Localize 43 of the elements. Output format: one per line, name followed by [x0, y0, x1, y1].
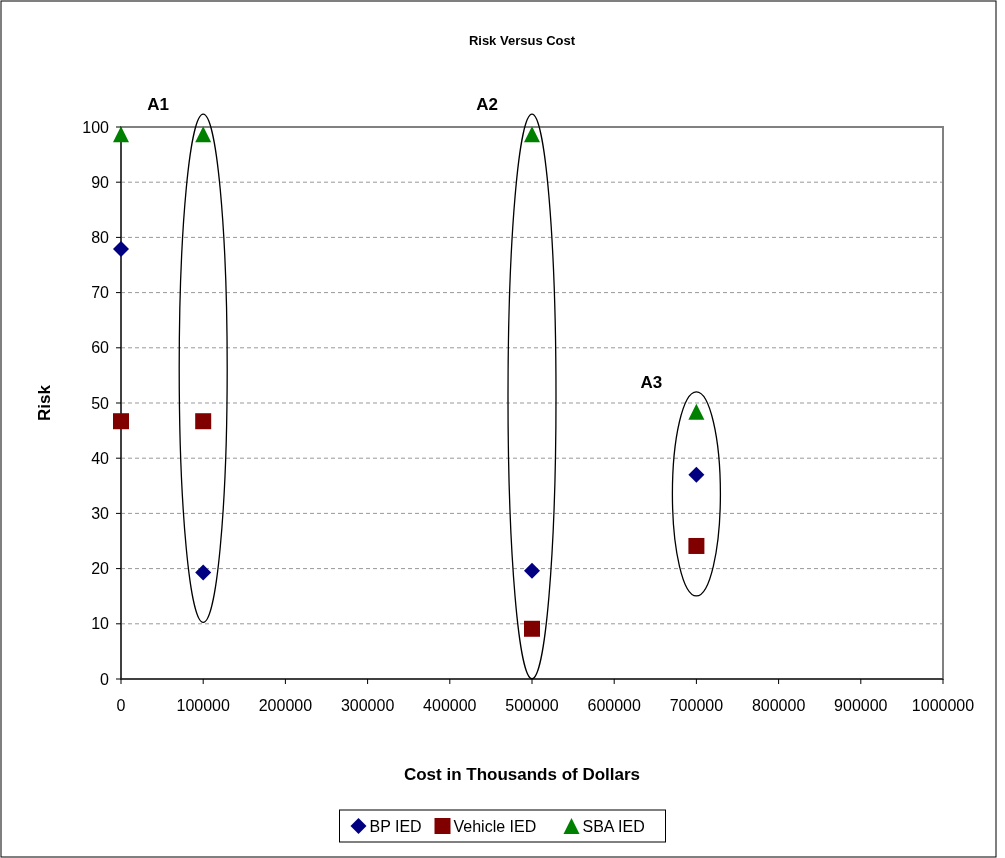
text: A2	[476, 95, 498, 115]
point	[688, 537, 705, 554]
x-tick-label: 400000	[423, 697, 477, 714]
x-tick-label: 900000	[834, 697, 888, 714]
y-tick-label: 70	[91, 284, 110, 302]
point	[195, 126, 212, 143]
chart-title: Risk Versus Cost	[468, 33, 576, 48]
x-tick-label: 800000	[751, 697, 806, 714]
legend-label: Vehicle IED	[453, 818, 537, 835]
y-axis-title: Risk	[35, 384, 54, 421]
point	[524, 620, 540, 637]
point	[195, 413, 212, 430]
x-tick-label: 1000000	[911, 697, 975, 714]
x-tick-label: 0	[116, 697, 126, 714]
x-axis-title: Cost in Thousands of Dollars	[403, 765, 641, 784]
x-tick-label: 600000	[587, 697, 641, 714]
point	[688, 403, 705, 420]
point	[113, 413, 129, 430]
y-tick-label: 60	[91, 339, 110, 357]
point	[113, 240, 129, 257]
y-tick-label: 0	[100, 670, 110, 688]
point	[688, 466, 705, 483]
y-tick-label: 20	[91, 560, 110, 578]
legend-label: SBA IED	[582, 818, 645, 835]
y-tick-label: 10	[91, 615, 110, 633]
x-tick-label: 700000	[669, 697, 724, 714]
y-tick-label: 50	[91, 394, 110, 412]
y-tick-label: 90	[91, 173, 110, 191]
x-tick-label: 300000	[340, 697, 395, 714]
point	[195, 564, 212, 581]
y-tick-label: 40	[91, 449, 110, 467]
legend-label: BP IED	[369, 818, 422, 835]
y-tick-label: 80	[91, 229, 110, 246]
point	[113, 126, 129, 143]
point	[524, 562, 540, 579]
x-tick-label: 500000	[505, 697, 559, 714]
x-tick-label: 100000	[176, 697, 230, 714]
y-tick-label: 30	[91, 505, 110, 522]
x-tick-label: 200000	[258, 697, 313, 714]
point	[524, 126, 540, 143]
annotation: A3	[640, 372, 663, 392]
y-tick-label: 100	[82, 118, 110, 136]
text: A1	[147, 95, 170, 115]
